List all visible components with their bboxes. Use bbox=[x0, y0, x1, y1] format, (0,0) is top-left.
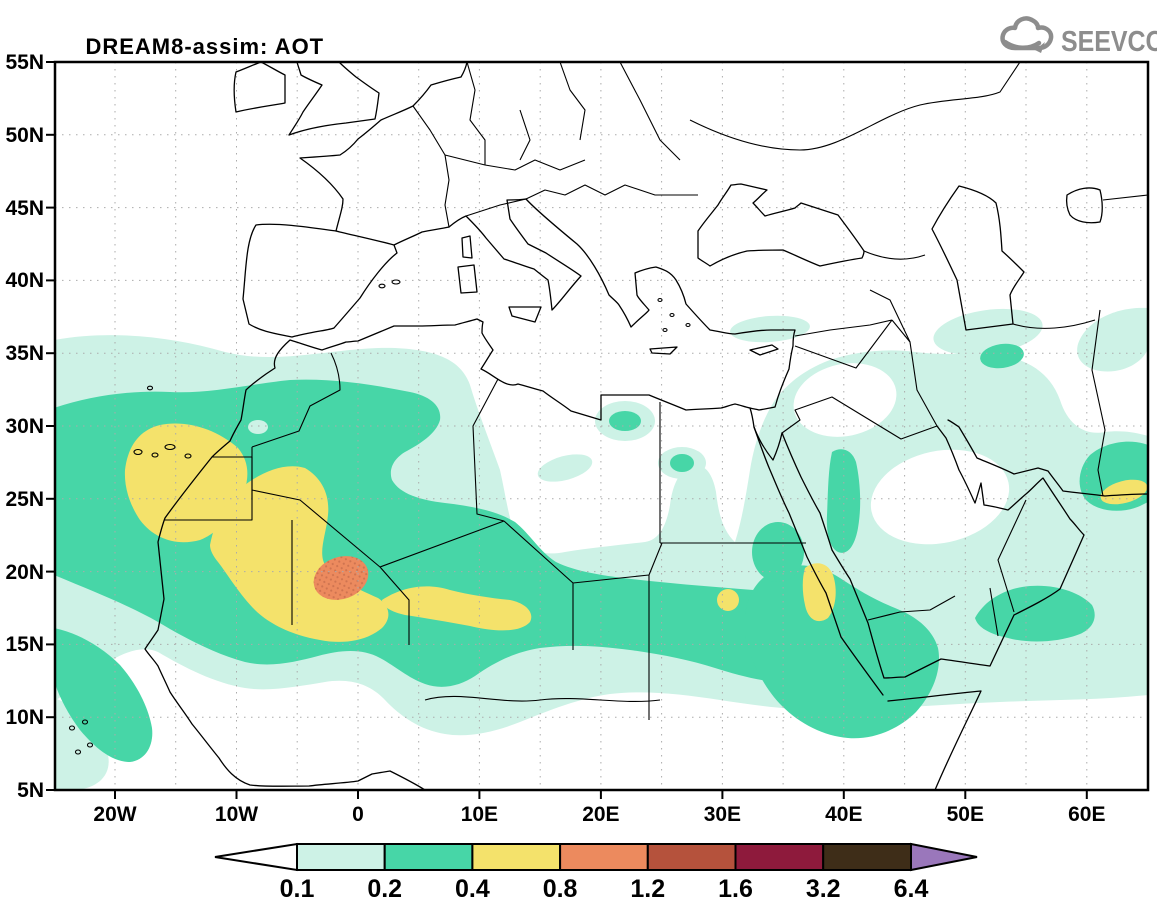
latitude-axis-labels: 55N 50N 45N 40N 35N 30N 25N 20N 15N 10N … bbox=[5, 51, 44, 802]
lat-label: 20N bbox=[5, 561, 44, 584]
lat-label: 45N bbox=[5, 197, 44, 220]
lat-label: 5N bbox=[17, 779, 44, 802]
colorbar-left-arrow bbox=[214, 842, 298, 872]
colorbar-box-7 bbox=[822, 843, 913, 871]
colorbar-box-6 bbox=[734, 843, 825, 871]
lat-label: 40N bbox=[5, 269, 44, 292]
lon-label: 30E bbox=[704, 803, 741, 826]
lon-label: 40E bbox=[825, 803, 862, 826]
colorbar-value: 3.2 bbox=[806, 875, 841, 903]
coast-horn-of-africa bbox=[887, 690, 982, 790]
coast-france-med bbox=[393, 226, 450, 246]
colorbar-value: 1.6 bbox=[718, 875, 753, 903]
coast-sicily bbox=[508, 306, 542, 323]
lat-label: 10N bbox=[5, 706, 44, 729]
graticule-gridlines bbox=[55, 62, 1148, 790]
coast-iran-gulf bbox=[947, 419, 1148, 497]
colorbar-value: 0.4 bbox=[455, 875, 490, 903]
coast-cyprus bbox=[749, 344, 779, 356]
coast-balkans-greece-turkey-africa bbox=[144, 198, 796, 790]
coast-aral-sea bbox=[1065, 187, 1103, 224]
lon-label: 50E bbox=[947, 803, 984, 826]
colorbar-box-1 bbox=[296, 843, 386, 871]
colorbar-box-4 bbox=[559, 843, 649, 871]
coast-iberia bbox=[242, 223, 398, 338]
colorbar-value: 0.8 bbox=[543, 875, 578, 903]
colorbar-value: 1.2 bbox=[630, 875, 665, 903]
lat-label: 50N bbox=[5, 124, 44, 147]
colorbar-right-arrow bbox=[910, 842, 978, 872]
coast-crete bbox=[649, 346, 678, 355]
lon-label: 0 bbox=[352, 803, 364, 826]
lon-label: 10E bbox=[461, 803, 498, 826]
colorbar-legend: 0.1 0.2 0.4 0.8 1.2 1.6 3.2 6.4 bbox=[214, 842, 978, 903]
colorbar-tick-labels: 0.1 0.2 0.4 0.8 1.2 1.6 3.2 6.4 bbox=[280, 875, 929, 903]
coast-sardinia bbox=[457, 264, 478, 294]
lat-label: 30N bbox=[5, 415, 44, 438]
contour-level-0p2 bbox=[55, 343, 1148, 762]
logo-text: SEEVCCC bbox=[1061, 25, 1157, 57]
lon-label: 20W bbox=[93, 803, 136, 826]
coast-corsica bbox=[461, 235, 473, 259]
coast-caspian-sea bbox=[931, 185, 1025, 331]
coast-italy bbox=[448, 198, 582, 311]
contour-level-0p8 bbox=[313, 556, 369, 600]
coast-black-sea bbox=[697, 183, 865, 267]
colorbar-box-2 bbox=[383, 843, 474, 871]
cloud-icon bbox=[1000, 16, 1054, 53]
coast-sinai bbox=[753, 426, 783, 461]
country-borders bbox=[164, 62, 1148, 720]
coast-france-north bbox=[299, 62, 468, 232]
colorbar-box-3 bbox=[471, 843, 562, 871]
coast-arabia bbox=[781, 425, 1085, 679]
lon-label: 10W bbox=[215, 803, 258, 826]
lat-label: 55N bbox=[5, 51, 44, 74]
colorbar-value: 0.2 bbox=[367, 875, 402, 903]
model-variable-title: DREAM8-assim: AOT bbox=[85, 34, 325, 59]
page-title: DREAM8-assim: AOT bbox=[57, 8, 324, 86]
colorbar-value: 6.4 bbox=[894, 875, 929, 903]
coast-britain bbox=[288, 62, 380, 136]
longitude-axis-labels: 20W 10W 0 10E 20E 30E 40E 50E 60E bbox=[93, 803, 1105, 826]
seevccc-logo: SEEVCCC bbox=[997, 12, 1165, 65]
coastlines bbox=[68, 62, 1148, 790]
axis-ticks bbox=[46, 61, 1088, 799]
lon-label: 20E bbox=[582, 803, 619, 826]
colorbar-box-5 bbox=[646, 843, 737, 871]
lat-label: 15N bbox=[5, 633, 44, 656]
islands-canary-madeira bbox=[68, 279, 691, 755]
lat-label: 25N bbox=[5, 488, 44, 511]
lat-label: 35N bbox=[5, 342, 44, 365]
lon-label: 60E bbox=[1068, 803, 1105, 826]
colorbar-value: 0.1 bbox=[280, 875, 315, 903]
